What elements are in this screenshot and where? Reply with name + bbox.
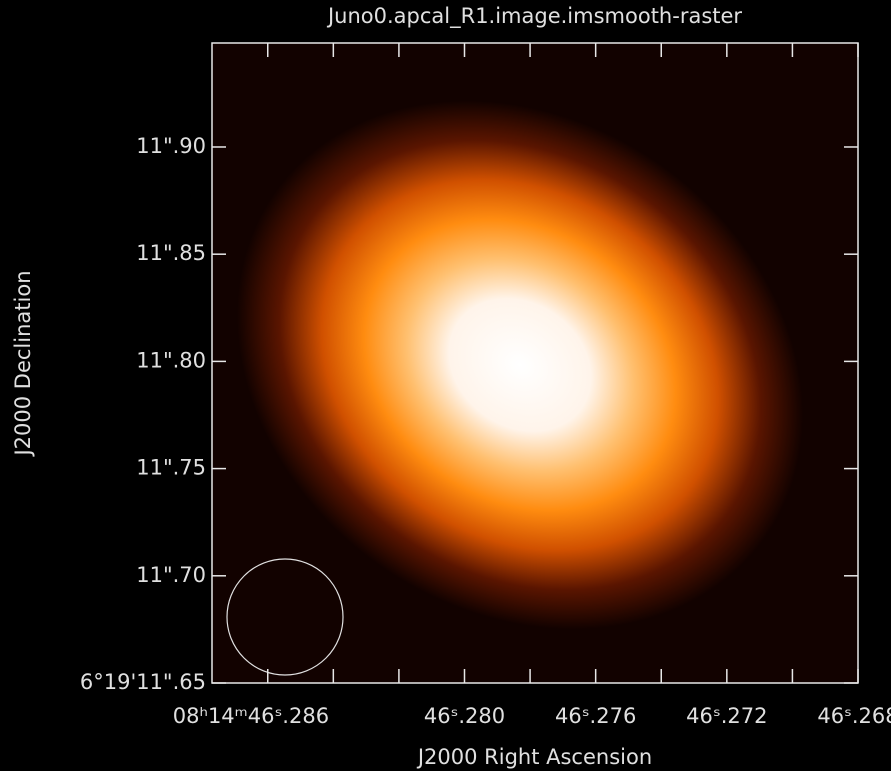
frame xyxy=(211,42,859,684)
x-tick-label: 46ˢ.280 xyxy=(424,704,505,728)
x-tick-label: 08ʰ14ᵐ46ˢ.286 xyxy=(173,704,329,728)
chart-title: Juno0.apcal_R1.image.imsmooth-raster xyxy=(326,4,742,29)
y-tick-label: 11".90 xyxy=(136,134,206,158)
y-axis-label: J2000 Declination xyxy=(11,270,35,457)
x-tick-label: 46ˢ.268 xyxy=(817,704,891,728)
y-tick-label: 11".85 xyxy=(136,241,206,265)
image-raster xyxy=(236,100,804,630)
y-tick-label: 11".75 xyxy=(136,456,206,480)
y-tick-label: 11".70 xyxy=(136,563,206,587)
x-axis-label: J2000 Right Ascension xyxy=(416,745,652,769)
x-tick-label: 46ˢ.272 xyxy=(686,704,767,728)
x-tick-label: 46ˢ.276 xyxy=(555,704,636,728)
beam xyxy=(226,558,344,676)
y-tick-label: 6°19'11".65 xyxy=(80,670,206,694)
y-tick-label: 11".80 xyxy=(136,348,206,372)
